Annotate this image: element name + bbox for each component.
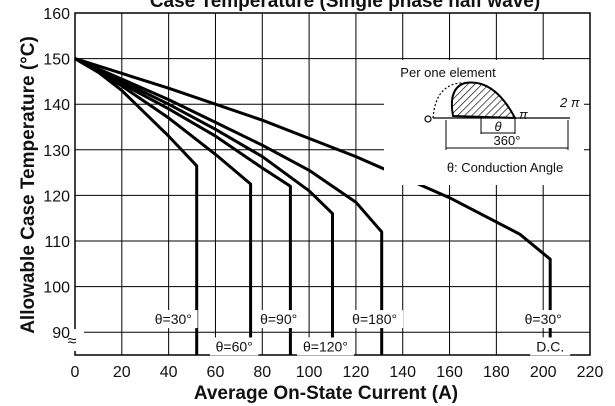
x-tick-label: 120	[343, 364, 370, 381]
series-label-bg	[254, 310, 303, 329]
series-label: θ=30°	[525, 311, 562, 327]
series-line-3	[74, 57, 334, 355]
series-label-bg	[518, 310, 568, 329]
series-label: D.C.	[536, 338, 564, 354]
angle-label: 360°	[494, 133, 521, 148]
conduction-hatch	[450, 81, 517, 120]
pi-label: π	[519, 107, 528, 122]
series-label-bg	[296, 337, 354, 356]
series-line-4	[74, 57, 384, 355]
x-tick-label: 20	[113, 364, 131, 381]
x-axis-label: Average On-State Current (A)	[194, 383, 458, 404]
series-lines	[74, 57, 552, 355]
waveform-inset: Per one element θ π 2 π 360° θ: Conduction An…	[384, 60, 584, 185]
series-label: θ=30°	[155, 311, 192, 327]
y-tick-label: 110	[44, 234, 70, 251]
axis-break-symbol: ≈	[68, 333, 77, 350]
ticks: 0 20 40 60 80 100 120 140 160 180 200 220 90 100 110 12…	[43, 6, 603, 381]
x-tick-label: 140	[389, 364, 416, 381]
x-tick-label: 80	[253, 364, 271, 381]
y-tick-label: 120	[43, 188, 70, 205]
series-labels: θ=30° θ=60° θ=90° θ=120°θ=180° θ=30° D.C.	[149, 310, 571, 356]
x-tick-label: 180	[483, 364, 510, 381]
y-tick-label: 100	[43, 280, 70, 297]
y-tick-label: 140	[43, 97, 70, 114]
axis-break-mask	[66, 329, 84, 351]
series-label: θ=180°	[352, 311, 397, 327]
waveform-dashed	[432, 82, 466, 119]
series-label: θ=120°	[303, 338, 348, 354]
two-pi-label: 2 π	[559, 95, 580, 110]
x-tick-label: 220	[577, 364, 604, 381]
series-label-bg	[209, 337, 259, 356]
series-label-bg	[530, 337, 571, 356]
y-tick-label: 160	[43, 6, 70, 23]
x-tick-label: 60	[207, 364, 225, 381]
x-tick-label: 40	[160, 364, 178, 381]
y-axis-label: Allowable Case Temperature (°C)	[18, 36, 39, 334]
theta-label: θ	[494, 119, 501, 134]
origin-marker	[424, 115, 432, 123]
series-label-bg	[149, 310, 198, 329]
x-tick-label: 160	[436, 364, 463, 381]
inset-background	[384, 60, 584, 185]
chart-title: Case Temperature (Single phase half wave…	[150, 0, 540, 12]
x-tick-label: 200	[530, 364, 557, 381]
inset-title: Per one element	[400, 65, 496, 80]
series-label: θ=60°	[216, 338, 253, 354]
x-tick-label: 0	[71, 364, 80, 381]
series-label: θ=90°	[260, 311, 297, 327]
x-tick-label: 100	[296, 364, 323, 381]
series-line-1	[74, 57, 253, 355]
series-label-bg	[346, 310, 404, 329]
inset-caption: θ: Conduction Angle	[447, 160, 563, 175]
y-tick-label: 150	[43, 52, 70, 69]
y-tick-label: 90	[52, 325, 70, 342]
y-tick-label: 130	[43, 143, 70, 160]
series-line-2	[74, 57, 292, 355]
